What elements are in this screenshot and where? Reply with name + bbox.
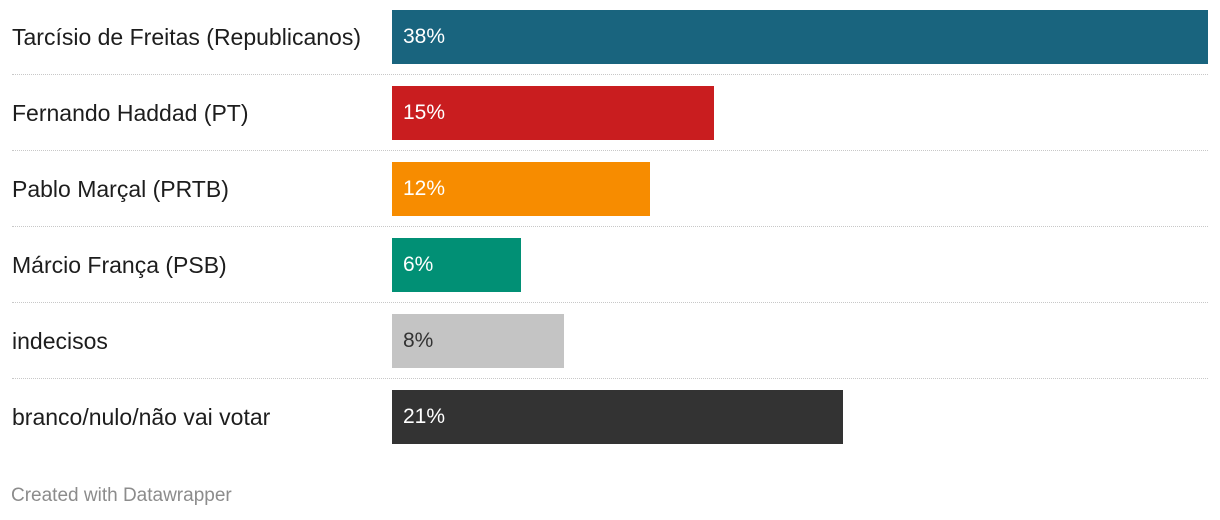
bar-row: Tarcísio de Freitas (Republicanos) 38% — [0, 10, 1220, 86]
datawrapper-credit[interactable]: Created with Datawrapper — [11, 485, 232, 506]
row-separator — [12, 150, 1208, 151]
bar: 15% — [392, 86, 714, 140]
bar-value-label: 38% — [403, 25, 446, 48]
row-separator — [12, 74, 1208, 75]
bar-row: branco/nulo/não vai votar 21% — [0, 390, 1220, 466]
category-label: Pablo Marçal (PRTB) — [12, 176, 229, 202]
bar-value-label: 6% — [403, 253, 434, 276]
category-label: Tarcísio de Freitas (Republicanos) — [12, 24, 361, 50]
row-separator — [12, 378, 1208, 379]
category-label: Fernando Haddad (PT) — [12, 100, 249, 126]
bar: 12% — [392, 162, 650, 216]
bar: 6% — [392, 238, 521, 292]
bar-value-label: 8% — [403, 329, 434, 352]
row-separator — [12, 302, 1208, 303]
bar-value-label: 15% — [403, 101, 446, 124]
category-label: indecisos — [12, 328, 108, 354]
bar: 38% — [392, 10, 1208, 64]
category-label: Márcio França (PSB) — [12, 252, 227, 278]
bar-row: Fernando Haddad (PT) 15% — [0, 86, 1220, 162]
bar: 21% — [392, 390, 843, 444]
bar-row: Pablo Marçal (PRTB) 12% — [0, 162, 1220, 238]
bar-row: indecisos 8% — [0, 314, 1220, 390]
row-separator — [12, 226, 1208, 227]
bar: 8% — [392, 314, 564, 368]
bar-value-label: 12% — [403, 177, 446, 200]
bar-row: Márcio França (PSB) 6% — [0, 238, 1220, 314]
bar-value-label: 21% — [403, 405, 446, 428]
category-label: branco/nulo/não vai votar — [12, 404, 271, 430]
bar-chart: Tarcísio de Freitas (Republicanos) 38% Fer… — [0, 10, 1220, 466]
